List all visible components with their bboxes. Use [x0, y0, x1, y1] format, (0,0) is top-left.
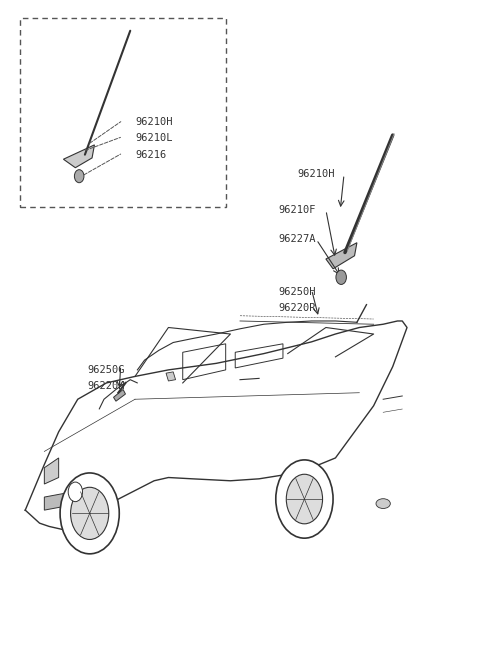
Text: 96216: 96216	[135, 149, 166, 160]
Text: 96250H: 96250H	[278, 287, 316, 297]
Polygon shape	[166, 372, 176, 381]
Text: 96210H: 96210H	[135, 117, 172, 127]
Polygon shape	[114, 390, 125, 402]
Circle shape	[276, 460, 333, 538]
Ellipse shape	[376, 498, 390, 508]
Circle shape	[74, 170, 84, 183]
Text: 96210L: 96210L	[135, 134, 172, 143]
Text: 96227A: 96227A	[278, 234, 316, 244]
Text: 96220H: 96220H	[87, 381, 125, 391]
Polygon shape	[44, 458, 59, 484]
Text: 96250G: 96250G	[87, 365, 125, 375]
Circle shape	[68, 482, 83, 502]
Circle shape	[60, 473, 119, 554]
Circle shape	[336, 270, 347, 284]
Circle shape	[286, 474, 323, 524]
Text: 96210F: 96210F	[278, 205, 316, 215]
Polygon shape	[63, 145, 95, 168]
Text: 96220R: 96220R	[278, 303, 316, 313]
Circle shape	[71, 487, 109, 540]
Polygon shape	[326, 243, 357, 269]
Text: 96210H: 96210H	[297, 169, 335, 179]
Polygon shape	[44, 487, 97, 510]
